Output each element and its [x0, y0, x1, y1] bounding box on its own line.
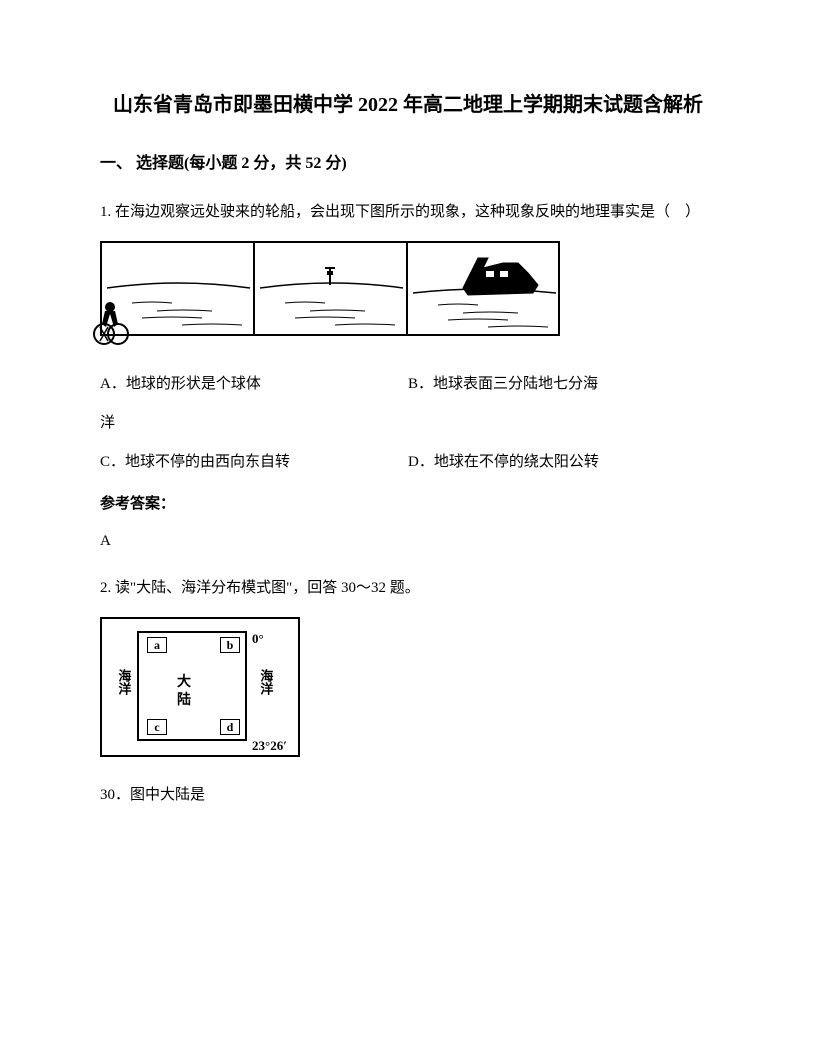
latitude-23: 23°26′ [252, 734, 287, 757]
question-2-text: 2. 读"大陆、海洋分布模式图"，回答 30～32 题。 [100, 575, 716, 602]
label-d: d [220, 719, 240, 735]
section-header: 一、 选择题(每小题 2 分，共 52 分) [100, 150, 716, 179]
label-b: b [220, 637, 240, 653]
question-2-diagram: a b c d 海洋 海洋 大陆 0° 23°26′ [100, 617, 300, 757]
continent-label: 大陆 [177, 674, 191, 710]
document-title: 山东省青岛市即墨田横中学 2022 年高二地理上学期期末试题含解析 [100, 90, 716, 120]
ocean-left-label: 海洋 [112, 669, 135, 695]
label-a: a [147, 637, 167, 653]
ocean-right-label: 海洋 [254, 669, 277, 695]
option-b: B．地球表面三分陆地七分海 [408, 371, 716, 398]
question-1-text: 1. 在海边观察远处驶来的轮船，会出现下图所示的现象，这种现象反映的地理事实是（… [100, 199, 716, 226]
answer-value: A [100, 528, 716, 555]
answer-label: 参考答案： [100, 491, 716, 518]
option-c: C．地球不停的由西向东自转 [100, 449, 408, 476]
question-30-text: 30．图中大陆是 [100, 782, 716, 809]
option-d: D．地球在不停的绕太阳公转 [408, 449, 716, 476]
observer-icon [92, 299, 132, 349]
question-1-figure [100, 241, 716, 346]
label-c: c [147, 719, 167, 735]
option-a: A．地球的形状是个球体 [100, 371, 408, 398]
option-b-continuation: 洋 [100, 410, 716, 437]
latitude-0: 0° [252, 627, 264, 650]
